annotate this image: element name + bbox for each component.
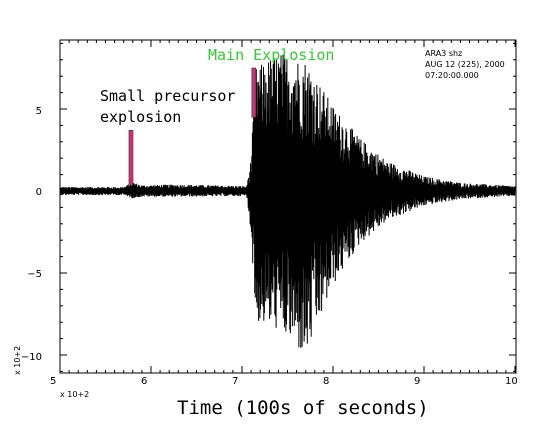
- event-markers: [128, 67, 257, 185]
- x-tick-label: 7: [232, 376, 238, 387]
- y-multiplier-label: x 10+2: [13, 346, 22, 375]
- annotation-precursor-line2: explosion: [100, 108, 181, 126]
- header-date: AUG 12 (225), 2000: [425, 60, 505, 69]
- header-time: 07:20:00.000: [425, 71, 479, 80]
- waveform-series-line: [59, 54, 516, 348]
- x-tick-label: 6: [141, 376, 147, 387]
- x-tick-label: 10: [505, 376, 518, 387]
- header-station: ARA3 shz: [425, 49, 462, 58]
- x-tick-label: 9: [414, 376, 420, 387]
- x-tick-label: 5: [50, 376, 56, 387]
- y-tick-label: −10: [21, 352, 42, 363]
- y-tick-label: 5: [36, 106, 42, 117]
- event-marker-precursor: [128, 130, 134, 185]
- x-axis-title: Time (100s of seconds): [177, 397, 429, 419]
- y-tick-label: −5: [27, 269, 42, 280]
- annotation-precursor-line1: Small precursor: [100, 87, 235, 105]
- axis-ticks: [59, 40, 516, 373]
- waveform-trace: [59, 54, 516, 348]
- x-tick-label: 8: [323, 376, 329, 387]
- event-marker-main: [251, 67, 257, 118]
- annotation-main-explosion: Main Explosion: [208, 46, 334, 64]
- y-tick-label: 0: [36, 187, 42, 198]
- x-multiplier-label: x 10+2: [60, 390, 89, 399]
